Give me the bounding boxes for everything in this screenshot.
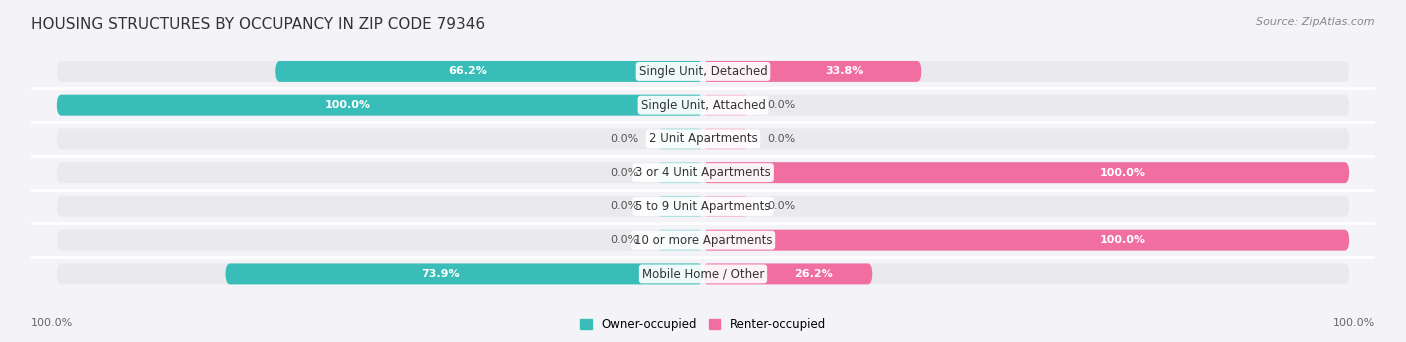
FancyBboxPatch shape (225, 263, 703, 285)
FancyBboxPatch shape (56, 263, 1350, 285)
Text: 73.9%: 73.9% (420, 269, 460, 279)
Text: 100.0%: 100.0% (325, 100, 371, 110)
Text: 0.0%: 0.0% (768, 134, 796, 144)
FancyBboxPatch shape (658, 230, 703, 251)
FancyBboxPatch shape (703, 162, 1350, 183)
FancyBboxPatch shape (56, 95, 703, 116)
Text: 0.0%: 0.0% (610, 134, 638, 144)
Text: 100.0%: 100.0% (1333, 318, 1375, 328)
FancyBboxPatch shape (658, 196, 703, 217)
Text: 0.0%: 0.0% (610, 235, 638, 245)
Text: Single Unit, Attached: Single Unit, Attached (641, 98, 765, 112)
FancyBboxPatch shape (703, 196, 748, 217)
Text: 10 or more Apartments: 10 or more Apartments (634, 234, 772, 247)
Text: 0.0%: 0.0% (610, 168, 638, 177)
Text: 0.0%: 0.0% (768, 201, 796, 211)
FancyBboxPatch shape (658, 162, 703, 183)
Text: 0.0%: 0.0% (610, 201, 638, 211)
FancyBboxPatch shape (276, 61, 703, 82)
Legend: Owner-occupied, Renter-occupied: Owner-occupied, Renter-occupied (575, 314, 831, 336)
FancyBboxPatch shape (703, 129, 748, 149)
Text: 5 to 9 Unit Apartments: 5 to 9 Unit Apartments (636, 200, 770, 213)
FancyBboxPatch shape (56, 95, 1350, 116)
Text: 26.2%: 26.2% (793, 269, 832, 279)
Text: HOUSING STRUCTURES BY OCCUPANCY IN ZIP CODE 79346: HOUSING STRUCTURES BY OCCUPANCY IN ZIP C… (31, 17, 485, 32)
FancyBboxPatch shape (658, 129, 703, 149)
Text: 33.8%: 33.8% (825, 66, 865, 76)
FancyBboxPatch shape (703, 61, 921, 82)
FancyBboxPatch shape (56, 129, 1350, 149)
Text: 66.2%: 66.2% (449, 66, 486, 76)
Text: 0.0%: 0.0% (768, 100, 796, 110)
Text: 3 or 4 Unit Apartments: 3 or 4 Unit Apartments (636, 166, 770, 179)
Text: 2 Unit Apartments: 2 Unit Apartments (648, 132, 758, 145)
Text: Source: ZipAtlas.com: Source: ZipAtlas.com (1257, 17, 1375, 27)
FancyBboxPatch shape (56, 230, 1350, 251)
Text: Mobile Home / Other: Mobile Home / Other (641, 267, 765, 280)
FancyBboxPatch shape (703, 230, 1350, 251)
FancyBboxPatch shape (56, 162, 1350, 183)
Text: Single Unit, Detached: Single Unit, Detached (638, 65, 768, 78)
Text: 100.0%: 100.0% (1099, 235, 1146, 245)
Text: 100.0%: 100.0% (31, 318, 73, 328)
Text: 100.0%: 100.0% (1099, 168, 1146, 177)
FancyBboxPatch shape (56, 61, 1350, 82)
FancyBboxPatch shape (703, 95, 748, 116)
FancyBboxPatch shape (56, 196, 1350, 217)
FancyBboxPatch shape (703, 263, 872, 285)
